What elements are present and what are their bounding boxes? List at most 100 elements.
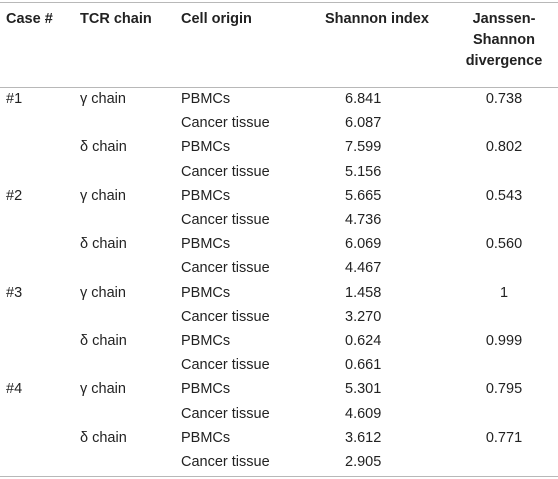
cell-origin: Cancer tissue — [181, 163, 270, 180]
header-tcr-chain: TCR chain — [80, 11, 152, 27]
cell-tcr-chain: γ chain — [80, 91, 126, 108]
table-row: δ chain PBMCs 0.624 0.999 — [0, 329, 558, 353]
cell-case — [0, 256, 70, 280]
cell-case — [0, 305, 70, 329]
table-row: Cancer tissue 6.087 — [0, 111, 558, 135]
cell-case: #3 — [6, 284, 23, 301]
cell-shannon-index: 3.270 — [345, 308, 382, 325]
cell-shannon-index: 0.661 — [345, 357, 382, 374]
cell-jsd — [450, 450, 558, 474]
cell-tcr-chain — [70, 353, 180, 377]
cell-tcr-chain — [70, 160, 180, 184]
header-shannon-index: Shannon index — [325, 11, 429, 27]
cell-origin: PBMCs — [181, 429, 231, 446]
cell-case: #4 — [6, 381, 23, 398]
cell-shannon-index: 2.905 — [345, 453, 382, 470]
table-row: Cancer tissue 0.661 — [0, 353, 558, 377]
cell-case — [0, 450, 70, 474]
cell-shannon-index: 5.156 — [345, 163, 382, 180]
cell-jsd — [450, 208, 558, 232]
table-row: Cancer tissue 5.156 — [0, 160, 558, 184]
cell-case: #1 — [6, 91, 23, 108]
cell-origin: PBMCs — [181, 284, 231, 301]
cell-origin: Cancer tissue — [181, 453, 270, 470]
cell-shannon-index: 1.458 — [345, 284, 382, 301]
cell-origin: Cancer tissue — [181, 308, 270, 325]
cell-origin: PBMCs — [181, 91, 231, 108]
header-case: Case # — [6, 11, 53, 27]
cell-origin: Cancer tissue — [181, 357, 270, 374]
cell-shannon-index: 5.301 — [345, 381, 382, 398]
cell-case — [0, 329, 70, 353]
cell-tcr-chain — [70, 208, 180, 232]
cell-shannon-index: 5.665 — [345, 187, 382, 204]
cell-tcr-chain: γ chain — [80, 381, 126, 398]
cell-tcr-chain — [70, 256, 180, 280]
header-jsd-line3: divergence — [465, 53, 543, 69]
header-cell-origin: Cell origin — [181, 11, 252, 27]
cell-jsd: 0.543 — [485, 187, 523, 204]
cell-case — [0, 160, 70, 184]
cell-origin: PBMCs — [181, 381, 231, 398]
cell-jsd — [450, 401, 558, 425]
cell-shannon-index: 4.736 — [345, 212, 382, 229]
cell-origin: PBMCs — [181, 139, 231, 156]
cell-tcr-chain: δ chain — [80, 429, 127, 446]
cell-shannon-index: 7.599 — [345, 139, 382, 156]
cell-shannon-index: 3.612 — [345, 429, 382, 446]
cell-origin: PBMCs — [181, 187, 231, 204]
cell-tcr-chain — [70, 305, 180, 329]
cell-jsd: 0.795 — [485, 381, 523, 398]
cell-case — [0, 208, 70, 232]
cell-shannon-index: 0.624 — [345, 332, 382, 349]
table-row: Cancer tissue 4.467 — [0, 256, 558, 280]
cell-case — [0, 353, 70, 377]
cell-shannon-index: 6.841 — [345, 91, 382, 108]
table-row: #4 γ chain PBMCs 5.301 0.795 — [0, 377, 558, 401]
table-row: #2 γ chain PBMCs 5.665 0.543 — [0, 184, 558, 208]
header-jsd: Janssen- Shannon divergence — [450, 3, 558, 87]
cell-origin: Cancer tissue — [181, 212, 270, 229]
table-row: Cancer tissue 2.905 — [0, 450, 558, 474]
cell-tcr-chain — [70, 111, 180, 135]
cell-case — [0, 426, 70, 450]
top-rule — [0, 2, 558, 3]
cell-case — [0, 401, 70, 425]
table-row: δ chain PBMCs 7.599 0.802 — [0, 135, 558, 159]
cell-jsd: 1 — [499, 284, 509, 301]
header-jsd-line1: Janssen- — [472, 11, 536, 27]
cell-tcr-chain: δ chain — [80, 332, 127, 349]
cell-tcr-chain: γ chain — [80, 284, 126, 301]
table-row: δ chain PBMCs 3.612 0.771 — [0, 426, 558, 450]
table-row: Cancer tissue 4.736 — [0, 208, 558, 232]
cell-case — [0, 111, 70, 135]
cell-jsd: 0.771 — [485, 429, 523, 446]
table-row: #1 γ chain PBMCs 6.841 0.738 — [0, 87, 558, 111]
cell-origin: Cancer tissue — [181, 115, 270, 132]
cell-tcr-chain — [70, 401, 180, 425]
cell-origin: Cancer tissue — [181, 405, 270, 422]
cell-origin: PBMCs — [181, 236, 231, 253]
cell-jsd: 0.802 — [485, 139, 523, 156]
cell-shannon-index: 4.609 — [345, 405, 382, 422]
cell-jsd: 0.738 — [485, 91, 523, 108]
cell-jsd: 0.999 — [485, 332, 523, 349]
table-body: #1 γ chain PBMCs 6.841 0.738 Cancer tissue 6.0… — [0, 87, 558, 474]
header-row: Case # TCR chain Cell origin Shannon ind… — [0, 3, 558, 87]
table-row: Cancer tissue 3.270 — [0, 305, 558, 329]
cell-jsd — [450, 256, 558, 280]
cell-origin: PBMCs — [181, 332, 231, 349]
cell-tcr-chain — [70, 450, 180, 474]
cell-jsd: 0.560 — [485, 236, 523, 253]
table-row: Cancer tissue 4.609 — [0, 401, 558, 425]
diversity-table: Case # TCR chain Cell origin Shannon ind… — [0, 3, 558, 474]
cell-shannon-index: 6.087 — [345, 115, 382, 132]
header-jsd-line2: Shannon — [472, 32, 536, 48]
table-row: #3 γ chain PBMCs 1.458 1 — [0, 281, 558, 305]
cell-shannon-index: 4.467 — [345, 260, 382, 277]
cell-shannon-index: 6.069 — [345, 236, 382, 253]
header-separator-rule — [0, 87, 558, 88]
cell-case — [0, 135, 70, 159]
table-row: δ chain PBMCs 6.069 0.560 — [0, 232, 558, 256]
cell-jsd — [450, 111, 558, 135]
